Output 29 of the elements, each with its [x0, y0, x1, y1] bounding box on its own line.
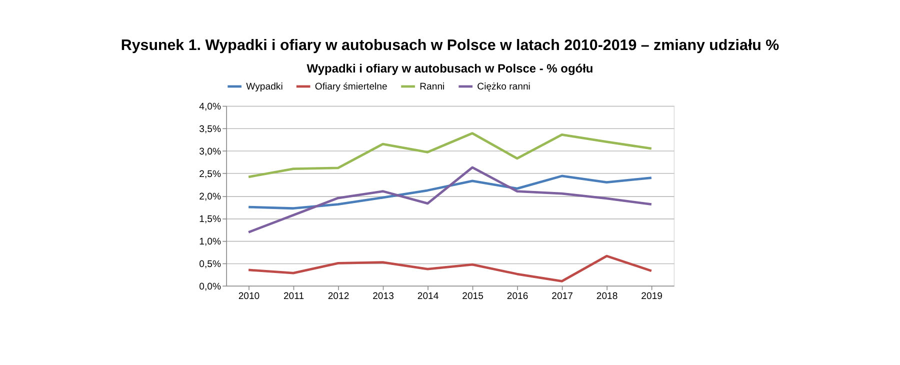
x-tick-label: 2011 — [283, 290, 304, 302]
y-tick-label: 1,5% — [199, 214, 222, 225]
x-tick-label: 2010 — [238, 290, 260, 302]
line-series — [247, 132, 653, 178]
x-tick-label: 2016 — [506, 290, 528, 302]
x-tick-label: 2019 — [641, 290, 662, 302]
chart-subtitle: Wypadki i ofiary w autobusach w Polsce - % ogółu — [306, 61, 594, 76]
y-tick-label: 3,0% — [199, 146, 222, 158]
y-tick-label: 2,5% — [199, 168, 222, 180]
y-tick-label: 0,0% — [199, 281, 222, 292]
y-tick-label: 3,5% — [199, 124, 222, 135]
y-tick-label: 1,0% — [199, 236, 222, 248]
y-tick-label: 4,0% — [199, 101, 222, 112]
x-tick-label: 2012 — [328, 290, 350, 302]
x-tick-label: 2013 — [372, 290, 394, 302]
chart-title: Rysunek 1. Wypadki i ofiary w autobusach w Polsce w latach 2010-2019 – zmiany udziału % — [120, 36, 780, 54]
legend-label: Ranni — [420, 82, 445, 93]
legend-label: Ofiary śmiertelne — [314, 82, 388, 93]
legend-label: Wypadki — [246, 82, 283, 93]
x-tick-label: 2014 — [417, 290, 440, 302]
legend-label: Ciężko ranni — [477, 82, 530, 93]
x-tick-label: 2018 — [596, 290, 618, 302]
y-tick-label: 0,5% — [199, 258, 222, 270]
line-series — [247, 166, 653, 234]
x-tick-label: 2015 — [462, 290, 484, 302]
line-series — [247, 174, 653, 210]
y-tick-label: 2,0% — [199, 191, 222, 202]
x-tick-label: 2017 — [552, 290, 573, 302]
line-series — [247, 254, 653, 282]
